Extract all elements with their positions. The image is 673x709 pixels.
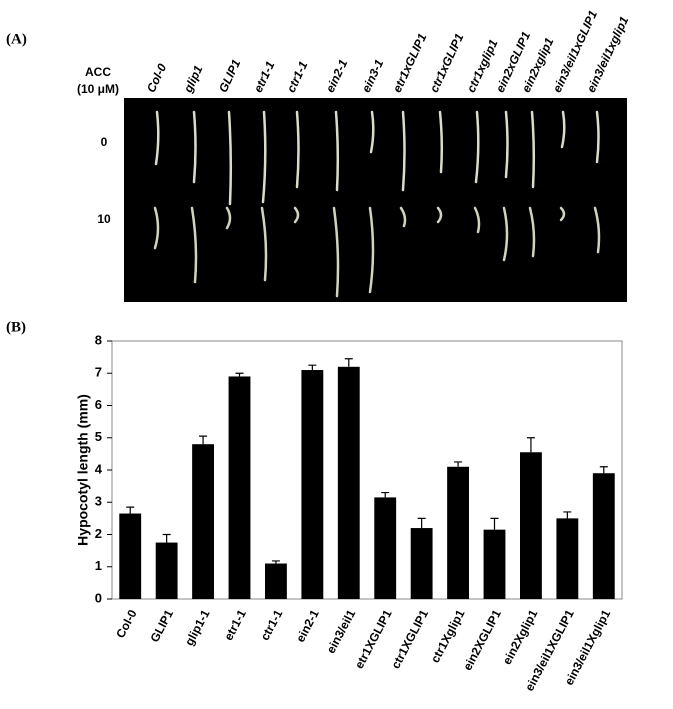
seedling — [528, 206, 536, 258]
panel-b-label: (B) — [6, 319, 26, 335]
x-tick-label: ctr1Xglip1 — [428, 607, 468, 665]
error-bar — [199, 435, 208, 445]
seedling — [368, 206, 375, 294]
y-tick-label: 8 — [95, 332, 102, 347]
seedling — [530, 110, 536, 189]
seedling — [399, 206, 407, 228]
seedling — [260, 206, 268, 282]
seedling — [293, 206, 300, 224]
error-bar — [271, 560, 280, 564]
x-tick-label: GLIP1 — [147, 607, 176, 644]
seedling — [502, 206, 509, 262]
error-bar — [344, 358, 353, 367]
x-tick-label: etr1-1 — [221, 607, 249, 643]
panel-a-label: (A) — [6, 31, 27, 47]
x-tick-label: ctr1XGLIP1 — [388, 607, 431, 671]
y-tick-label: 3 — [95, 494, 102, 509]
seedling — [560, 110, 566, 149]
x-tick-label: ein3/eil1 — [324, 607, 359, 656]
seedling — [225, 206, 232, 230]
seedling — [334, 110, 340, 192]
x-tick-label: glip1-1 — [182, 607, 213, 648]
seedling — [369, 110, 375, 154]
seedling — [473, 206, 481, 234]
seedling — [295, 110, 300, 189]
error-bar — [308, 364, 317, 371]
error-bar — [417, 517, 426, 529]
genotype-label: ein2-1 — [323, 57, 350, 95]
error-bar — [235, 372, 244, 377]
seedling — [504, 110, 509, 179]
y-tick-label: 7 — [95, 365, 102, 380]
error-bar — [454, 461, 463, 467]
error-bar — [381, 491, 390, 498]
seedling — [227, 110, 233, 206]
genotype-label: ctr1xGLIP1 — [427, 31, 467, 95]
bar — [592, 473, 615, 599]
seedling — [192, 110, 197, 184]
genotype-label: GLIP1 — [216, 57, 243, 95]
y-tick-label: 6 — [95, 397, 102, 412]
genotype-label: glip1 — [180, 63, 205, 95]
seedling — [153, 206, 160, 250]
bar — [410, 528, 433, 599]
bar — [374, 497, 397, 599]
x-tick-label: ein2XGLIP1 — [460, 607, 504, 673]
seedling — [559, 206, 566, 222]
seedling-photo — [124, 98, 627, 302]
bar — [155, 542, 178, 599]
x-tick-label: ctr1-1 — [258, 607, 286, 643]
plot-frame — [111, 340, 623, 600]
seedling — [261, 110, 267, 204]
x-tick-label: Col-0 — [113, 607, 140, 640]
seedling — [332, 206, 340, 298]
error-bar — [126, 506, 135, 514]
bar — [520, 452, 542, 599]
error-bar — [563, 511, 572, 519]
row-label: 10 — [97, 212, 111, 226]
genotype-label: ctr1-1 — [284, 59, 311, 95]
genotype-label: etr1xGLIP1 — [390, 31, 430, 95]
bar — [192, 444, 214, 599]
seedling — [190, 206, 198, 284]
bar — [447, 466, 469, 599]
y-tick-label: 4 — [95, 461, 103, 476]
y-axis-label: Hypocotyl length (mm) — [75, 394, 91, 546]
y-tick-label: 1 — [95, 558, 102, 573]
seedling — [436, 206, 443, 224]
seedling — [474, 110, 480, 184]
seedling — [438, 110, 444, 174]
error-bar — [526, 437, 535, 453]
seedling — [154, 110, 160, 166]
bar — [119, 513, 142, 599]
x-tick-label: ein2Xglip1 — [500, 607, 541, 667]
error-bar — [599, 466, 608, 474]
bar — [265, 563, 287, 599]
error-bar — [162, 533, 171, 543]
seedling — [595, 110, 600, 164]
x-tick-label: etr1XGLIP1 — [352, 607, 395, 671]
y-tick-label: 2 — [95, 526, 102, 541]
treatment-label: ACC — [85, 65, 111, 79]
bar — [483, 529, 506, 599]
x-tick-label: ein2-1 — [293, 607, 322, 644]
bar — [556, 518, 579, 599]
genotype-label: ein3-1 — [359, 57, 386, 95]
y-tick-label: 5 — [95, 429, 102, 444]
genotype-label: Col-0 — [144, 61, 170, 94]
row-label: 0 — [101, 135, 108, 149]
seedling — [401, 110, 406, 192]
bar — [301, 370, 324, 599]
y-tick-label: 0 — [95, 590, 102, 605]
error-bar — [490, 517, 499, 530]
seedling — [593, 206, 601, 254]
bar — [228, 376, 251, 599]
genotype-label: etr1-1 — [251, 59, 278, 95]
treatment-label: (10 μM) — [77, 82, 119, 96]
bar — [337, 366, 360, 599]
